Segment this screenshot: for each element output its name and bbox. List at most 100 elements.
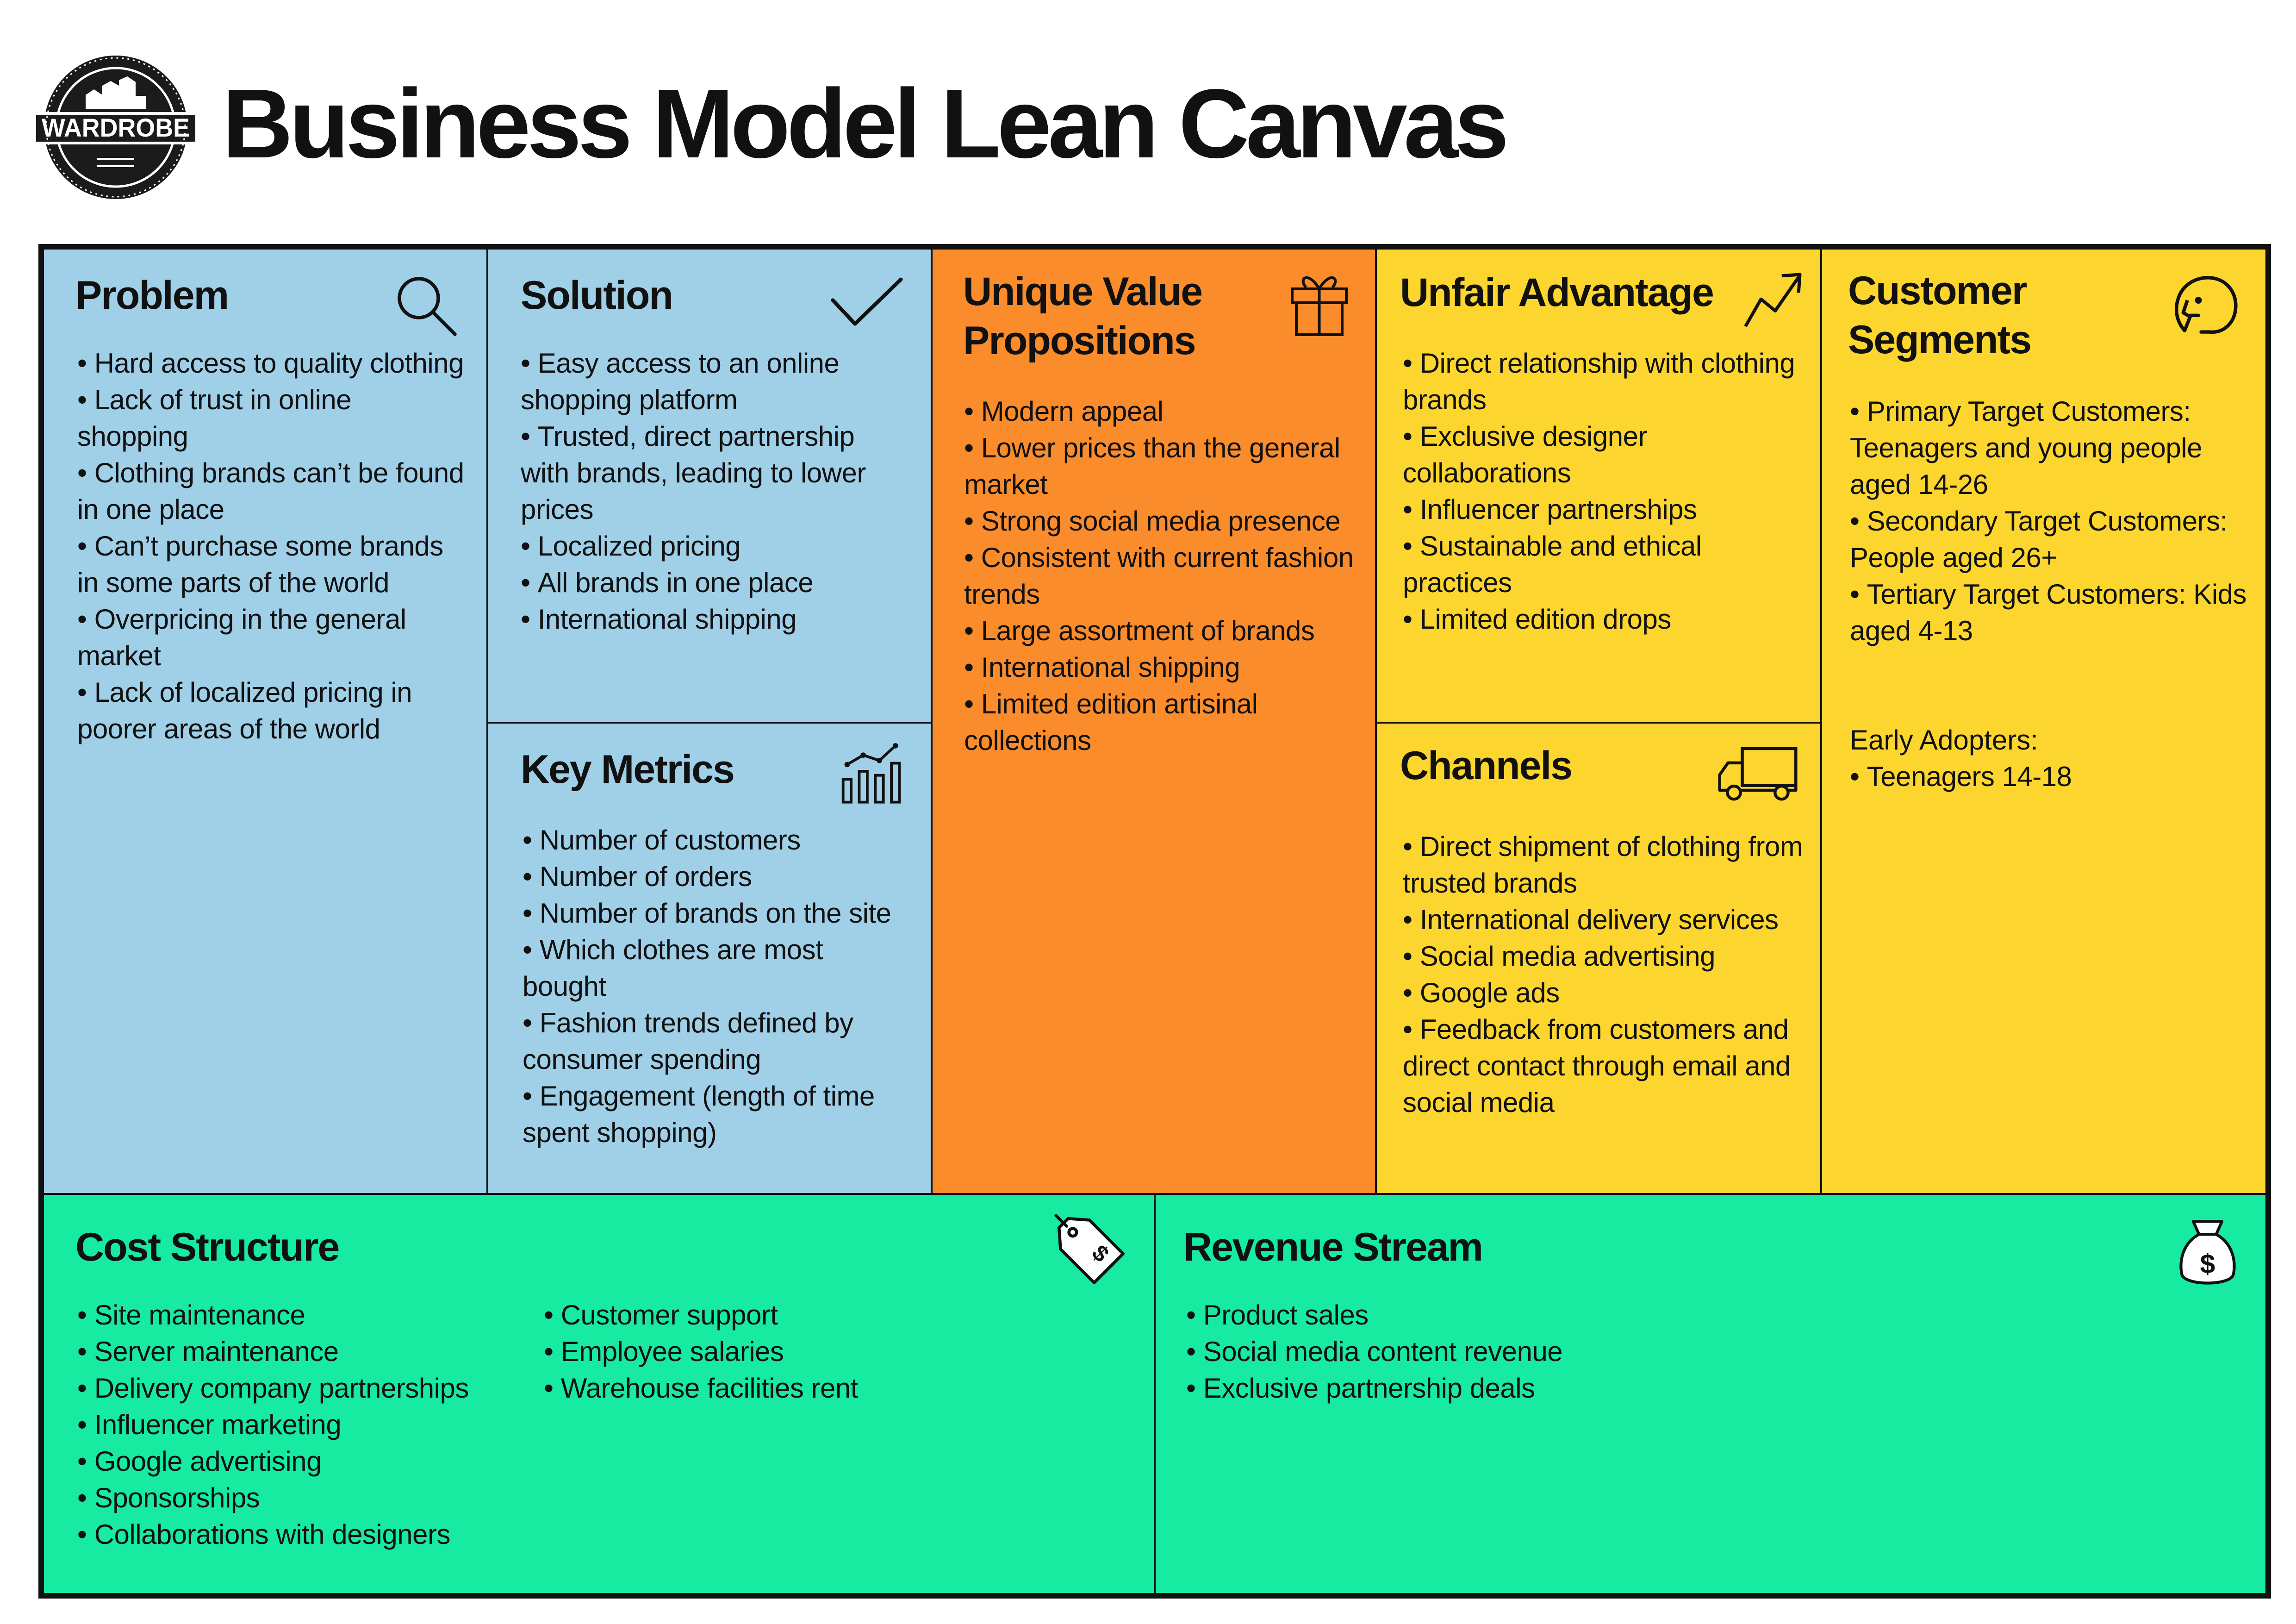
list-item: Lack of trust in online shopping (77, 381, 466, 455)
solution-list: Easy access to an online shopping platfo… (521, 345, 909, 637)
list-item: International shipping (964, 649, 1357, 686)
problem-section: Problem Hard access to quality clothing … (44, 250, 487, 1194)
channels-section: Channels Direct shipment of clothing fro… (1376, 723, 1821, 1194)
list-item: Localized pricing (521, 528, 909, 564)
list-item: Consistent with current fashion trends (964, 539, 1357, 612)
list-item: All brands in one place (521, 564, 909, 601)
list-item: Product sales (1186, 1297, 1834, 1333)
cost-structure-title: Cost Structure (75, 1225, 340, 1269)
customer-segments-title-line1: Customer (1848, 269, 2027, 313)
wardrobe-logo-seal-icon: WARDROBE (33, 56, 198, 199)
list-item: Trusted, direct partnership with brands,… (521, 418, 909, 528)
solution-title: Solution (521, 273, 673, 318)
divider (1820, 250, 1822, 1194)
list-item: Lower prices than the general market (964, 430, 1357, 503)
money-bag-icon: $ (2178, 1217, 2238, 1289)
cost-structure-section: Cost Structure $ Site maintenance Server… (44, 1194, 1155, 1593)
unfair-advantage-section: Unfair Advantage Direct relationship wit… (1376, 250, 1821, 723)
list-item: Can’t purchase some brands in some parts… (77, 528, 466, 601)
list-item: International delivery services (1403, 901, 1805, 938)
customer-segments-title: Customer Segments (1848, 266, 2032, 364)
list-item: Google advertising (77, 1443, 522, 1480)
bar-chart-icon (839, 737, 906, 806)
page-title: Business Model Lean Canvas (222, 69, 1509, 178)
divider (1376, 722, 1821, 724)
customer-segments-section: Customer Segments Primary Target Custome… (1821, 250, 2265, 1194)
list-item: Exclusive partnership deals (1186, 1370, 1834, 1406)
list-item: Warehouse facilities rent (544, 1370, 960, 1406)
divider (1154, 1194, 1156, 1593)
uvp-title: Unique Value Propositions (963, 267, 1203, 365)
list-item: Primary Target Customers: Teenagers and … (1850, 393, 2248, 503)
list-item: Easy access to an online shopping platfo… (521, 345, 909, 418)
list-item: Lack of localized pricing in poorer area… (77, 674, 466, 747)
list-item: Delivery company partnerships (77, 1370, 522, 1406)
list-item: Direct relationship with clothing brands (1403, 345, 1801, 418)
problem-title: Problem (75, 273, 229, 318)
list-item: Google ads (1403, 974, 1805, 1011)
checkmark-icon (830, 275, 904, 331)
list-item: Feedback from customers and direct conta… (1403, 1011, 1805, 1121)
logo-wordmark: WARDROBE (42, 113, 190, 142)
list-item: Server maintenance (77, 1333, 522, 1370)
list-item: Which clothes are most bought (523, 931, 911, 1005)
list-item: Customer support (544, 1297, 960, 1333)
list-item: Clothing brands can’t be found in one pl… (77, 455, 466, 528)
uvp-title-line1: Unique Value (963, 269, 1203, 314)
channels-list: Direct shipment of clothing from trusted… (1403, 828, 1805, 1121)
cost-structure-list-col1: Site maintenance Server maintenance Deli… (77, 1297, 522, 1553)
key-metrics-section: Key Metrics Number of customers Number o… (487, 723, 932, 1194)
channels-title: Channels (1400, 743, 1573, 788)
divider (931, 250, 933, 1194)
revenue-stream-title: Revenue Stream (1183, 1225, 1483, 1269)
unfair-advantage-list: Direct relationship with clothing brands… (1403, 345, 1801, 637)
list-item: Sustainable and ethical practices (1403, 528, 1801, 601)
lean-canvas: Problem Hard access to quality clothing … (38, 244, 2271, 1599)
magnifier-icon (391, 270, 460, 340)
list-item: Large assortment of brands (964, 612, 1357, 649)
trend-up-icon (1742, 268, 1806, 333)
list-item: Limited edition artisinal collections (964, 686, 1357, 759)
list-item: Engagement (length of time spent shoppin… (523, 1078, 911, 1151)
early-adopters-label: Early Adopters: (1850, 725, 2038, 756)
price-tag-icon: $ (1053, 1212, 1129, 1289)
list-item: Social media content revenue (1186, 1333, 1834, 1370)
customer-segments-title-line2: Segments (1848, 318, 2032, 362)
key-metrics-list: Number of customers Number of orders Num… (523, 822, 911, 1151)
uvp-section: Unique Value Propositions Modern appeal … (932, 250, 1376, 1194)
list-item: Teenagers 14-18 (1850, 758, 2248, 795)
wardrobe-logo: WARDROBE (33, 53, 198, 201)
unfair-advantage-title: Unfair Advantage (1400, 270, 1714, 315)
early-adopters-list: Teenagers 14-18 (1850, 758, 2248, 795)
list-item: Sponsorships (77, 1480, 522, 1516)
truck-icon (1716, 743, 1799, 804)
revenue-stream-section: Revenue Stream $ Product sales Social me… (1155, 1194, 2265, 1593)
problem-list: Hard access to quality clothing Lack of … (77, 345, 466, 747)
svg-text:$: $ (2200, 1249, 2215, 1279)
solution-section: Solution Easy access to an online shoppi… (487, 250, 932, 723)
customer-segments-list: Primary Target Customers: Teenagers and … (1850, 393, 2248, 649)
uvp-title-line2: Propositions (963, 319, 1196, 363)
list-item: Number of brands on the site (523, 895, 911, 931)
list-item: Direct shipment of clothing from trusted… (1403, 828, 1805, 901)
list-item: Hard access to quality clothing (77, 345, 466, 381)
list-item: Tertiary Target Customers: Kids aged 4-1… (1850, 576, 2248, 649)
list-item: Influencer partnerships (1403, 491, 1801, 528)
gift-icon (1288, 268, 1350, 337)
key-metrics-title: Key Metrics (521, 747, 735, 792)
list-item: Overpricing in the general market (77, 601, 466, 674)
list-item: Site maintenance (77, 1297, 522, 1333)
list-item: Influencer marketing (77, 1406, 522, 1443)
list-item: Social media advertising (1403, 938, 1805, 974)
divider (487, 722, 932, 724)
list-item: Fashion trends defined by consumer spend… (523, 1005, 911, 1078)
uvp-list: Modern appeal Lower prices than the gene… (964, 393, 1357, 759)
list-item: Number of orders (523, 858, 911, 895)
list-item: Modern appeal (964, 393, 1357, 430)
list-item: Exclusive designer collaborations (1403, 418, 1801, 491)
list-item: Collaborations with designers (77, 1516, 522, 1553)
revenue-stream-list: Product sales Social media content reven… (1186, 1297, 1834, 1406)
face-icon (2171, 273, 2240, 337)
list-item: Limited edition drops (1403, 601, 1801, 637)
list-item: Employee salaries (544, 1333, 960, 1370)
